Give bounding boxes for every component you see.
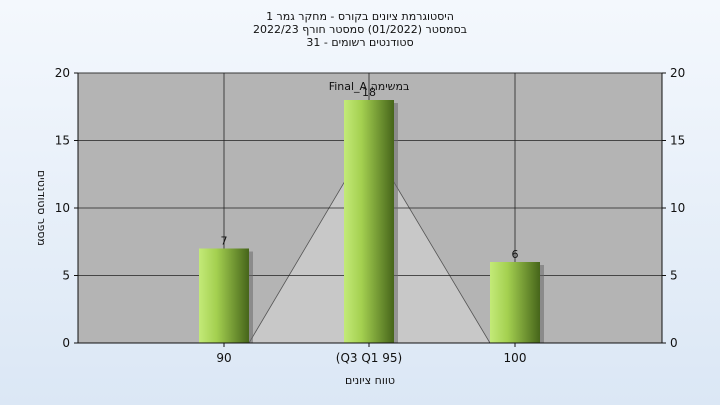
y-tick-label-left-20: 20 — [55, 66, 70, 80]
x-tick-label-2: 100 — [504, 351, 527, 365]
chart-title-line-2: בסמסטר (01/2022) סמסטר חורף 2022/23 — [253, 23, 467, 36]
bar-value-label-0: 7 — [221, 235, 228, 248]
x-tick-label-1: (Q3 Q1 95) — [336, 351, 402, 365]
bar-0 — [199, 248, 249, 343]
y-tick-label-left-15: 15 — [55, 134, 70, 148]
chart-title: היסטוגרמת ציונים בקורס - מחקר גמר 1 בסמס… — [0, 10, 720, 49]
y-tick-label-left-5: 5 — [62, 269, 70, 283]
annotation-label: Final_A במשימה — [329, 80, 410, 93]
x-tick-label-0: 90 — [216, 351, 231, 365]
y-tick-label-right-5: 5 — [670, 269, 678, 283]
y-tick-label-right-15: 15 — [670, 134, 685, 148]
y-axis-title: מספר סטודנטים — [35, 170, 48, 246]
bar-1 — [344, 100, 394, 343]
chart-title-line-3: סטודנטים רשומים - 31 — [306, 36, 414, 49]
y-tick-label-right-10: 10 — [670, 201, 685, 215]
y-tick-label-right-0: 0 — [670, 336, 678, 350]
bar-value-label-1: 18 — [362, 86, 376, 99]
chart-title-line-1: היסטוגרמת ציונים בקורס - מחקר גמר 1 — [266, 10, 454, 23]
bar-value-label-2: 6 — [512, 248, 519, 261]
y-tick-label-left-0: 0 — [62, 336, 70, 350]
bar-2 — [490, 262, 540, 343]
y-tick-label-right-20: 20 — [670, 66, 685, 80]
x-axis-title: טווח ציונים — [345, 374, 395, 387]
y-tick-label-left-10: 10 — [55, 201, 70, 215]
